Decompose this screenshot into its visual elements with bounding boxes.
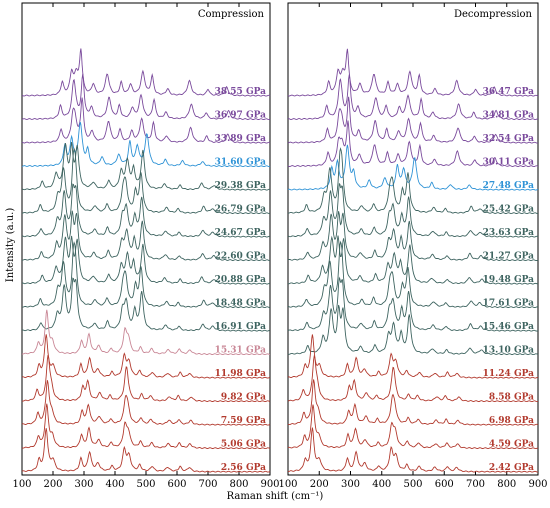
x-tick-label: 600 [167, 479, 186, 490]
series-label: 38.55 GPa [215, 87, 267, 97]
x-axis-title: Raman shift (cm⁻¹) [227, 491, 324, 502]
x-tick-label: 200 [43, 479, 62, 490]
spectrum-2-42-gpa [288, 427, 538, 473]
plot-frame [287, 2, 539, 476]
series-label: 36.97 GPa [215, 111, 267, 121]
series-label: 11.24 GPa [483, 369, 535, 379]
spectrum-30-11-gpa [287, 120, 539, 168]
series-label: 15.31 GPa [215, 346, 267, 356]
spectrum-36-47-gpa [287, 48, 539, 97]
panel-title: Decompression [454, 9, 533, 20]
series-label: 29.38 GPa [215, 181, 267, 191]
y-axis-title: Intensity (a.u.) [5, 208, 16, 283]
x-tick-label: 100 [12, 479, 31, 490]
series-label: 30.11 GPa [483, 158, 535, 168]
x-tick-label: 900 [528, 479, 547, 490]
spectrum-34-81-gpa [287, 74, 538, 121]
series-label: 22.60 GPa [215, 252, 267, 262]
series-label: 9.82 GPa [221, 393, 266, 403]
series-label: 33.89 GPa [215, 134, 267, 144]
series-label: 2.56 GPa [221, 463, 266, 473]
series-label: 31.60 GPa [215, 158, 267, 168]
spectrum-38-55-gpa [21, 48, 271, 97]
x-tick-label: 600 [435, 479, 454, 490]
series-label: 34.81 GPa [483, 111, 535, 121]
spectrum-24-67-gpa [21, 183, 270, 238]
x-tick-label: 700 [466, 479, 485, 490]
x-tick-label: 500 [136, 479, 155, 490]
spectrum-18-48-gpa [22, 241, 271, 309]
spectrum-8-58-gpa [287, 355, 539, 403]
x-tick-label: 100 [278, 479, 297, 490]
panel-compression: Compression 100 200 300 400 500 600 700 800 900 38… [12, 2, 280, 490]
spectrum-26-79-gpa [21, 147, 271, 215]
spectrum-11-98-gpa [21, 334, 271, 379]
series-label: 11.98 GPa [215, 369, 267, 379]
series-label: 13.10 GPa [483, 346, 535, 356]
spectrum-36-97-gpa [21, 73, 271, 121]
x-tick-label: 300 [341, 479, 360, 490]
x-tick-label: 300 [74, 479, 93, 490]
spectrum-15-46-gpa [287, 276, 539, 332]
spectrum-2-56-gpa [21, 428, 271, 473]
spectrum-27-48-gpa [287, 144, 539, 191]
series-label: 16.91 GPa [215, 322, 267, 332]
series-label: 4.59 GPa [489, 440, 534, 450]
series-label: 7.59 GPa [221, 416, 266, 426]
spectrum-9-82-gpa [21, 354, 271, 403]
series-label: 36.47 GPa [483, 87, 535, 97]
spectrum-5-06-gpa [21, 403, 271, 450]
x-tick-label: 400 [372, 479, 391, 490]
x-tick-label: 800 [229, 479, 248, 490]
spectrum-4-59-gpa [287, 404, 539, 450]
series-label: 15.46 GPa [483, 322, 535, 332]
spectrum-22-60-gpa [21, 210, 270, 262]
series-label: 2.42 GPa [489, 463, 534, 473]
spectrum-23-63-gpa [287, 182, 539, 238]
spectrum-15-31-gpa [21, 309, 271, 356]
spectrum-20-88-gpa [22, 235, 270, 285]
series-label: 19.48 GPa [483, 275, 535, 285]
spectrum-13-10-gpa [287, 304, 539, 356]
x-tick-label: 900 [260, 479, 279, 490]
x-tick-label: 500 [403, 479, 422, 490]
series-label: 8.58 GPa [489, 393, 534, 403]
spectrum-21-27-gpa [287, 211, 539, 262]
spectrum-25-42-gpa [287, 147, 538, 215]
series-label: 23.63 GPa [483, 228, 535, 238]
plot-frame [21, 2, 271, 476]
series-label: 18.48 GPa [215, 299, 267, 309]
spectrum-17-61-gpa [287, 240, 539, 309]
series-label: 21.27 GPa [483, 252, 535, 262]
spectrum-11-24-gpa [287, 334, 539, 379]
series-label: 20.88 GPa [215, 275, 267, 285]
spectrum-32-54-gpa [287, 96, 539, 144]
series-label: 25.42 GPa [483, 205, 535, 215]
series-label: 27.48 GPa [483, 181, 535, 191]
series-label: 26.79 GPa [215, 205, 267, 215]
panel-title: Compression [198, 9, 265, 20]
x-tick-label: 800 [497, 479, 516, 490]
spectrum-6-98-gpa [287, 379, 539, 426]
panel-decompression: Decompression 100 200 300 400 500 600 700 800 900… [278, 2, 548, 490]
spectrum-19-48-gpa [287, 235, 539, 285]
series-label: 6.98 GPa [489, 416, 534, 426]
series-label: 24.67 GPa [215, 228, 267, 238]
spectrum-7-59-gpa [21, 380, 271, 426]
series-label: 32.54 GPa [483, 134, 535, 144]
y-axis-title-group: Intensity (a.u.) [5, 208, 16, 283]
x-tick-label: 700 [198, 479, 217, 490]
x-tick-label: 200 [310, 479, 329, 490]
spectrum-31-60-gpa [21, 121, 271, 168]
series-label: 17.61 GPa [483, 299, 535, 309]
spectrum-29-38-gpa [21, 142, 271, 191]
series-label: 5.06 GPa [221, 440, 266, 450]
spectrum-16-91-gpa [21, 277, 271, 332]
x-tick-label: 400 [105, 479, 124, 490]
